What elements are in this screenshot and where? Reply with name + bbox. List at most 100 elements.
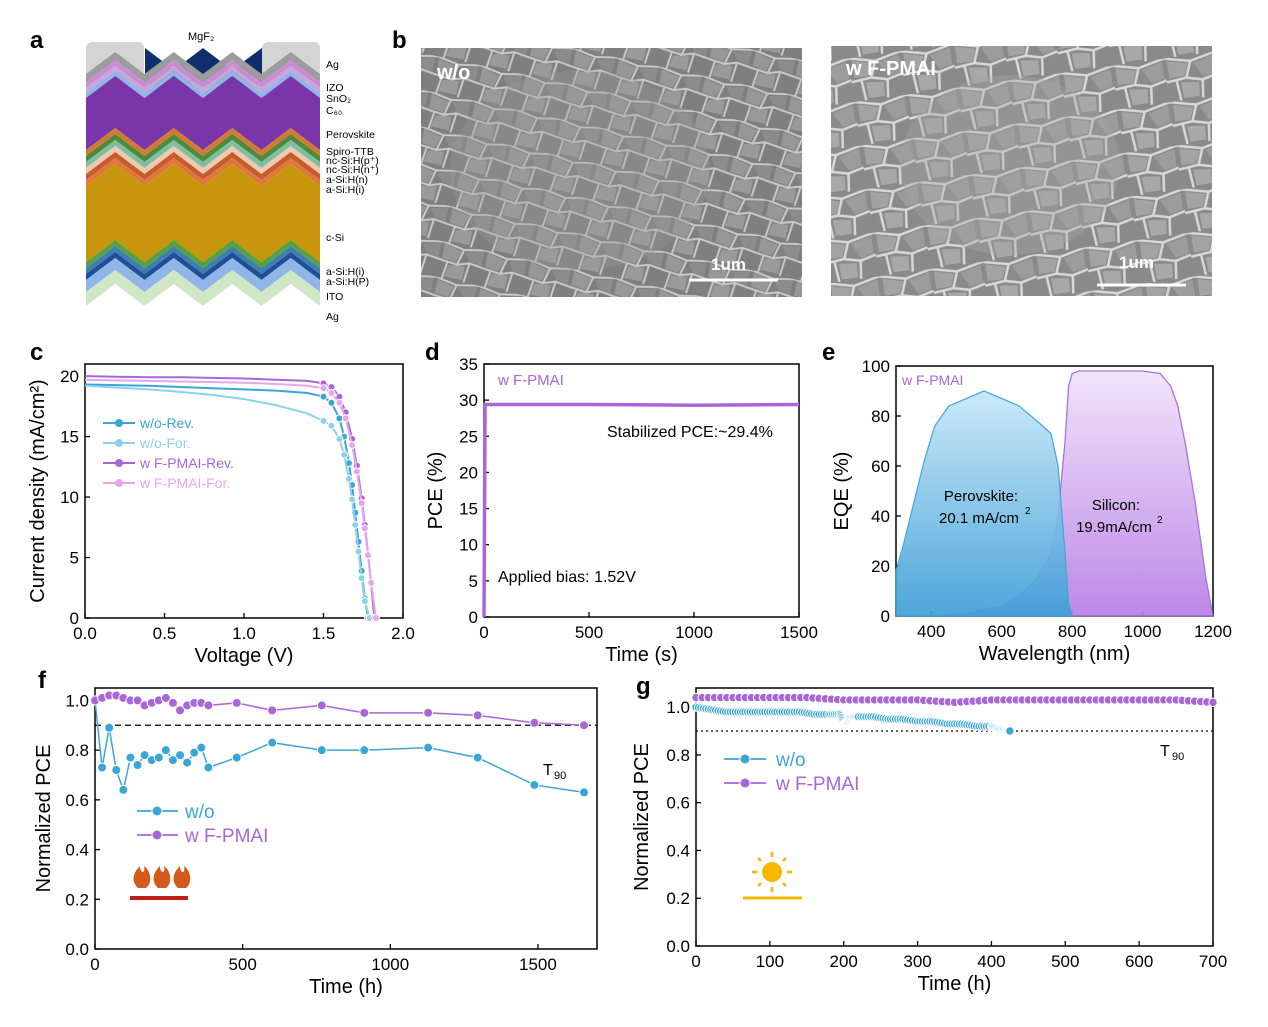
stability-marker-1 (231, 697, 242, 708)
chart-light-stability: 0 100 200 300 400 500 600 700 0.0 0.2 0.4 0.6 0.8 1.0… (631, 687, 1227, 995)
y-tick-label: 20 (871, 557, 890, 576)
y-tick-label: 30 (459, 391, 478, 410)
stack-layer (86, 270, 320, 306)
jv-marker-3 (364, 551, 373, 560)
stability-marker-1 (359, 707, 370, 718)
stability-marker-1 (175, 705, 186, 716)
x-axis-label: Voltage (V) (195, 645, 294, 667)
y-tick-label: 25 (459, 427, 478, 446)
panel-g-label: g (636, 673, 651, 700)
stack-label-7: nc-Si:H(n⁺) (326, 164, 379, 176)
stability-marker-1 (423, 707, 434, 718)
legend-marker-3 (115, 479, 123, 487)
jv-marker-3 (367, 578, 376, 587)
annotation-silicon-name: Silicon: (1092, 497, 1140, 514)
stack-label-0: Ag (326, 59, 339, 71)
x-tick-label: 200 (830, 952, 858, 971)
stack-layer (86, 164, 320, 262)
stack-label-14: Ag (326, 311, 339, 323)
stability-marker-0 (132, 760, 143, 771)
stack-label-10: c-Si (326, 232, 344, 244)
y-axis-label: EQE (%) (831, 452, 853, 531)
mgf2-label: MgF₂ (188, 31, 214, 43)
stack-label-8: a-Si:H(n) (326, 174, 368, 186)
jv-marker-3 (371, 614, 380, 622)
y-tick-label: 0 (881, 607, 890, 626)
stack-layer (86, 246, 320, 274)
y-tick-label: 0.2 (65, 890, 89, 909)
annotation-bias: Applied bias: 1.52V (498, 569, 636, 586)
jv-marker-3 (348, 441, 357, 450)
sem-image-fpmai: w F-PMAI 1um (831, 46, 1212, 296)
y-tick-label: 80 (871, 407, 890, 426)
y-axis-label: Current density (mA/cm²) (27, 379, 49, 602)
stack-layer (86, 240, 320, 268)
jv-marker-0 (319, 392, 328, 401)
stability-marker-0 (423, 742, 434, 753)
stack-layer (86, 146, 320, 174)
y-tick-label: 15 (60, 428, 79, 447)
stability-marker-1 (1208, 697, 1218, 708)
stack-layer (86, 66, 320, 93)
jv-marker-1 (319, 416, 328, 425)
stability-marker-0 (472, 752, 483, 763)
stack-layer (86, 60, 320, 88)
stability-marker-0 (104, 722, 115, 733)
stability-marker-0 (579, 787, 590, 798)
stability-marker-0 (316, 745, 327, 756)
y-tick-label: 0.0 (666, 937, 690, 956)
stability-marker-0 (139, 750, 150, 761)
y-tick-label: 10 (60, 488, 79, 507)
t90-label: T (1160, 743, 1170, 760)
x-tick-label: 0.5 (153, 624, 177, 643)
x-tick-label: 600 (1125, 952, 1153, 971)
legend-text-2: w F-PMAI-Rev. (139, 455, 234, 471)
stack-label-4: Perovskite (326, 129, 375, 141)
stability-marker-0 (359, 745, 370, 756)
x-tick-label: 1000 (675, 623, 713, 642)
sun-icon (743, 852, 802, 900)
y-tick-label: 20 (459, 463, 478, 482)
stack-layer (86, 134, 320, 162)
stack-label-3: C₆₀ (326, 105, 342, 117)
legend-text-3: w F-PMAI-For. (139, 475, 230, 491)
stack-label-6: nc-Si:H(p⁺) (326, 155, 379, 167)
jv-marker-1 (348, 495, 357, 504)
jv-marker-3 (327, 389, 336, 398)
jv-marker-1 (360, 597, 369, 606)
jv-marker-1 (354, 547, 363, 556)
t90-label-sub: 90 (1172, 751, 1184, 763)
x-tick-label: 0 (479, 623, 488, 642)
x-axis-label: Time (h) (309, 976, 383, 998)
annotation-perovskite-name: Perovskite: (944, 488, 1018, 505)
jv-marker-3 (357, 499, 366, 508)
stack-layer (86, 158, 320, 186)
y-tick-label: 5 (70, 549, 79, 568)
x-tick-label: 1200 (1194, 622, 1232, 641)
panel-c-label: c (30, 339, 43, 366)
scale-bar-label-wo: 1um (711, 255, 746, 274)
y-tick-label: 1.0 (666, 698, 690, 717)
stability-marker-1 (267, 705, 278, 716)
x-tick-label: 500 (575, 623, 603, 642)
stability-marker-1 (132, 695, 143, 706)
legend-text-1: w F-PMAI (184, 826, 268, 847)
chart-stabilized-pce: 0 500 1000 1500 0 5 10 15 20 25 30 35 Time (s) PCE (%… (425, 355, 818, 666)
y-tick-label: 100 (862, 357, 890, 376)
chart-eqe: 400 600 800 1000 1200 0 20 40 60 80 100 Wavelength … (831, 357, 1232, 665)
annotation-silicon-value: 19.9mA/cm (1076, 519, 1152, 536)
panel-f-label: f (38, 667, 47, 694)
legend-marker-0 (739, 753, 751, 765)
x-tick-label: 600 (987, 622, 1015, 641)
stability-marker-1 (160, 692, 171, 703)
x-tick-label: 1500 (780, 623, 818, 642)
y-tick-label: 0 (469, 608, 478, 627)
legend-text-1: w F-PMAI (775, 774, 859, 795)
x-tick-label: 0.0 (73, 624, 97, 643)
sem-label-fpmai: w F-PMAI (845, 58, 936, 80)
sem-image-wo: w/o 1um (421, 48, 802, 297)
x-axis-label: Time (h) (918, 973, 992, 995)
x-tick-label: 500 (1051, 952, 1079, 971)
y-tick-label: 0.8 (666, 746, 690, 765)
panel-a-label: a (30, 27, 44, 54)
